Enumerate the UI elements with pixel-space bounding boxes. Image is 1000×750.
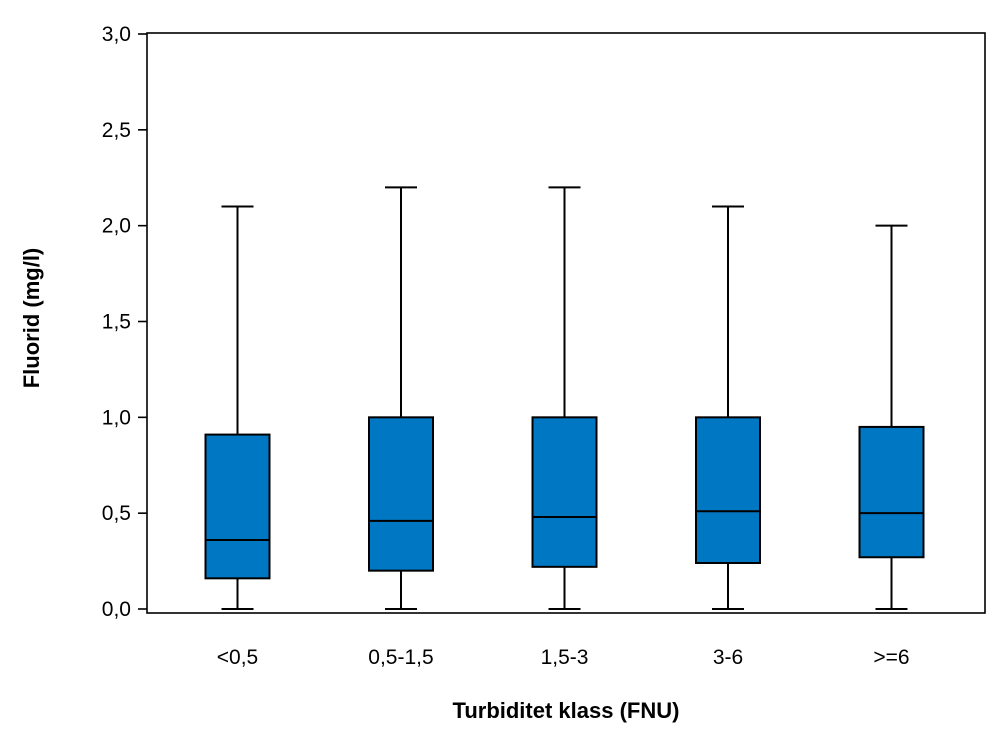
iqr-box bbox=[531, 416, 598, 568]
box-series bbox=[204, 186, 925, 610]
y-tick-label: 2,0 bbox=[102, 215, 131, 238]
box-5 bbox=[858, 224, 925, 610]
x-tick-label: >=6 bbox=[873, 646, 909, 669]
x-axis: <0,5 0,5-1,5 1,5-3 3-6 >=6 bbox=[217, 646, 910, 669]
iqr-box bbox=[858, 425, 925, 559]
y-axis: 0,0 0,5 1,0 1,5 2,0 2,5 3,0 bbox=[102, 23, 147, 621]
box-1 bbox=[204, 205, 271, 610]
box-3 bbox=[531, 186, 598, 610]
x-tick-label: 1,5-3 bbox=[541, 646, 589, 669]
x-tick-label: 0,5-1,5 bbox=[368, 646, 433, 669]
box-4 bbox=[695, 205, 761, 610]
x-tick-label: <0,5 bbox=[217, 646, 258, 669]
y-tick-label: 0,5 bbox=[102, 502, 131, 525]
iqr-box bbox=[204, 433, 271, 580]
y-tick-label: 1,5 bbox=[102, 311, 131, 334]
x-tick-label: 3-6 bbox=[713, 646, 743, 669]
y-tick-label: 0,0 bbox=[102, 598, 131, 621]
y-tick-label: 3,0 bbox=[102, 23, 131, 46]
x-axis-title: Turbiditet klass (FNU) bbox=[453, 698, 680, 723]
plot-frame bbox=[146, 32, 986, 614]
iqr-box bbox=[368, 416, 434, 572]
y-axis-title: Fluorid (mg/l) bbox=[19, 248, 44, 389]
box-2 bbox=[368, 186, 434, 610]
y-tick-label: 2,5 bbox=[102, 119, 131, 142]
y-tick-label: 1,0 bbox=[102, 406, 131, 429]
iqr-box bbox=[695, 416, 761, 565]
